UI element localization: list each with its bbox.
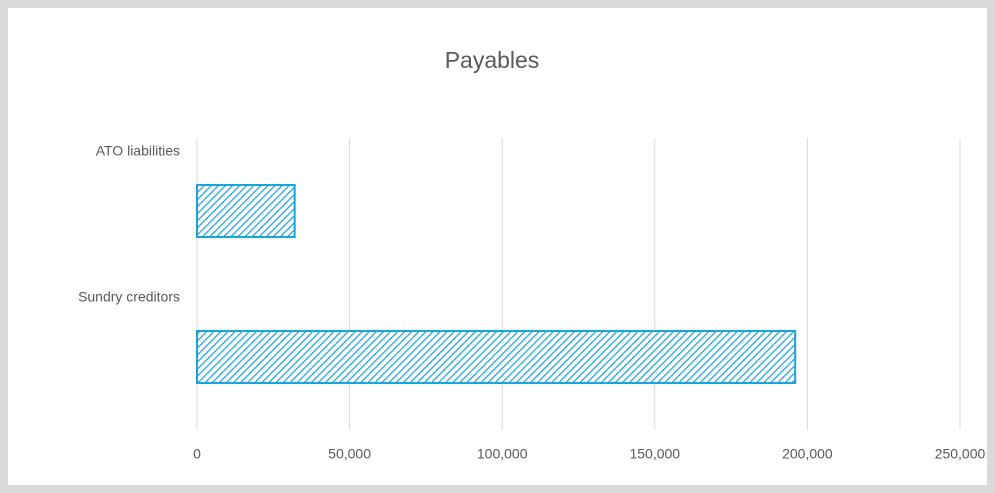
x-tick-label: 250,000	[935, 446, 986, 462]
x-tick-label: 200,000	[782, 446, 833, 462]
x-tick-label: 150,000	[629, 446, 680, 462]
y-tick-label: Sundry creditors	[78, 289, 180, 305]
bar	[196, 184, 296, 238]
x-tick-label: 50,000	[328, 446, 371, 462]
chart-title: Payables	[445, 47, 540, 73]
chart-area	[8, 8, 987, 485]
x-tick-label: 0	[193, 446, 201, 462]
y-tick-label: ATO liabilities	[96, 143, 180, 159]
x-tick-label: 100,000	[477, 446, 528, 462]
bar	[196, 330, 797, 384]
